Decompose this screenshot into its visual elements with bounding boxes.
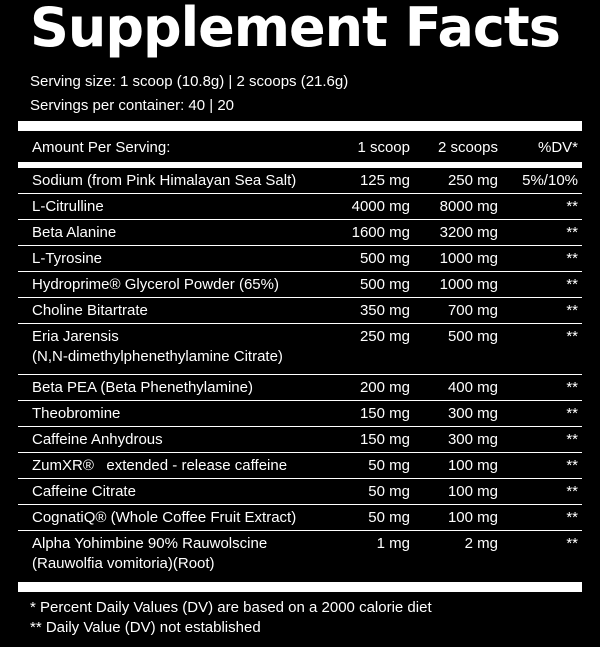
ingredient-name: Beta Alanine (32, 224, 117, 241)
ingredient-name: Hydroprime® Glycerol Powder (65%) (32, 276, 279, 293)
ingredient-name: L-Tyrosine (32, 250, 103, 267)
servings-per-container: Servings per container: 40 | 20 (30, 97, 235, 114)
amount-2-scoops: 300 mg (447, 405, 498, 422)
row-divider (18, 452, 582, 453)
amount-2-scoops: 1000 mg (439, 276, 498, 293)
serving-size: Serving size: 1 scoop (10.8g) | 2 scoops… (30, 73, 349, 90)
title: Supplement Facts (30, 0, 561, 59)
ingredient-name: Sodium (from Pink Himalayan Sea Salt) (32, 172, 297, 189)
amount-2-scoops: 100 mg (447, 483, 498, 500)
daily-value: ** (566, 302, 578, 319)
amount-2-scoops: 400 mg (447, 379, 498, 396)
footnote: ** Daily Value (DV) not established (30, 619, 261, 636)
medium-rule (18, 162, 582, 168)
ingredient-name: Caffeine Citrate (32, 483, 136, 500)
row-divider (18, 478, 582, 479)
amount-1-scoop: 350 mg (359, 302, 410, 319)
daily-value: ** (566, 483, 578, 500)
amount-2-scoops: 100 mg (447, 457, 498, 474)
row-divider (18, 400, 582, 401)
column-header: %DV* (537, 139, 578, 156)
amount-2-scoops: 250 mg (447, 172, 498, 189)
column-header: 1 scoop (357, 139, 410, 156)
amount-2-scoops: 3200 mg (439, 224, 498, 241)
amount-1-scoop: 1600 mg (351, 224, 410, 241)
ingredient-name: Caffeine Anhydrous (32, 431, 163, 448)
amount-1-scoop: 50 mg (368, 509, 410, 526)
amount-2-scoops: 500 mg (447, 328, 498, 345)
daily-value: ** (566, 198, 578, 215)
amount-1-scoop: 4000 mg (351, 198, 410, 215)
footnote: * Percent Daily Values (DV) are based on… (30, 599, 432, 616)
daily-value: ** (566, 535, 578, 552)
daily-value: ** (566, 276, 578, 293)
column-header: Amount Per Serving: (32, 139, 171, 156)
thick-rule (18, 582, 582, 592)
amount-1-scoop: 50 mg (368, 457, 410, 474)
row-divider (18, 504, 582, 505)
amount-1-scoop: 200 mg (359, 379, 410, 396)
ingredient-name: Beta PEA (Beta Phenethylamine) (32, 379, 253, 396)
amount-2-scoops: 100 mg (447, 509, 498, 526)
daily-value: 5%/10% (522, 172, 578, 189)
thick-rule (18, 121, 582, 131)
amount-1-scoop: 125 mg (359, 172, 410, 189)
amount-2-scoops: 300 mg (447, 431, 498, 448)
daily-value: ** (566, 509, 578, 526)
amount-1-scoop: 500 mg (359, 276, 410, 293)
ingredient-name: Theobromine (32, 405, 121, 422)
row-divider (18, 530, 582, 531)
daily-value: ** (566, 379, 578, 396)
daily-value: ** (566, 457, 578, 474)
amount-1-scoop: 50 mg (368, 483, 410, 500)
amount-2-scoops: 2 mg (464, 535, 498, 552)
daily-value: ** (566, 250, 578, 267)
amount-1-scoop: 150 mg (359, 431, 410, 448)
daily-value: ** (566, 405, 578, 422)
amount-1-scoop: 150 mg (359, 405, 410, 422)
daily-value: ** (566, 224, 578, 241)
amount-1-scoop: 500 mg (359, 250, 410, 267)
row-divider (18, 193, 582, 194)
daily-value: ** (566, 431, 578, 448)
ingredient-name: ZumXR® extended - release caffeine (32, 457, 288, 474)
ingredient-name: CognatiQ® (Whole Coffee Fruit Extract) (32, 509, 297, 526)
ingredient-name: Eria Jarensis (32, 328, 119, 345)
ingredient-name: Alpha Yohimbine 90% Rauwolscine (32, 535, 268, 552)
row-divider (18, 374, 582, 375)
amount-2-scoops: 8000 mg (439, 198, 498, 215)
row-divider (18, 297, 582, 298)
ingredient-detail: (N,N-dimethylphenethylamine Citrate) (32, 348, 283, 365)
row-divider (18, 426, 582, 427)
row-divider (18, 219, 582, 220)
ingredient-detail: (Rauwolfia vomitoria)(Root) (32, 555, 215, 572)
daily-value: ** (566, 328, 578, 345)
amount-2-scoops: 700 mg (447, 302, 498, 319)
ingredient-name: L-Citrulline (32, 198, 104, 215)
column-header: 2 scoops (437, 139, 498, 156)
amount-1-scoop: 250 mg (359, 328, 410, 345)
ingredient-name: Choline Bitartrate (32, 302, 148, 319)
amount-1-scoop: 1 mg (376, 535, 410, 552)
row-divider (18, 245, 582, 246)
row-divider (18, 271, 582, 272)
row-divider (18, 323, 582, 324)
amount-2-scoops: 1000 mg (439, 250, 498, 267)
